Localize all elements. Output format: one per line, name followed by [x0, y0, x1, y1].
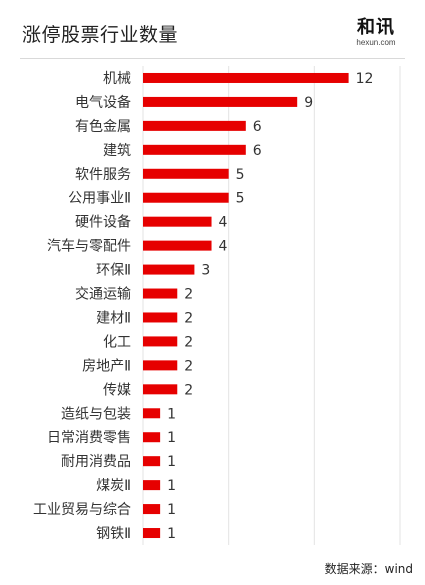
category-label: 钢铁Ⅱ	[96, 526, 131, 542]
category-label: 有色金属	[75, 118, 131, 135]
hexun-logo: 和讯 hexun.com	[352, 18, 400, 54]
value-label: 12	[356, 71, 374, 87]
value-label: 6	[253, 143, 262, 159]
source-note: 数据来源：wind	[324, 562, 413, 576]
header-divider	[20, 58, 405, 59]
value-label: 6	[253, 119, 262, 135]
category-label: 建筑	[103, 143, 131, 159]
value-label: 1	[167, 502, 176, 518]
bar	[143, 360, 178, 371]
bar	[143, 504, 161, 515]
category-label: 煤炭Ⅱ	[96, 478, 131, 494]
value-label: 1	[167, 478, 176, 494]
category-label: 日常消费零售	[47, 430, 131, 446]
bar	[143, 456, 161, 467]
bar	[143, 120, 246, 131]
value-label: 5	[236, 191, 245, 207]
value-label: 2	[184, 310, 193, 326]
category-label: 化工	[103, 334, 131, 350]
bar	[143, 240, 212, 251]
bar	[143, 144, 246, 155]
category-label: 机械	[103, 71, 131, 87]
value-label: 2	[184, 287, 193, 303]
value-label: 3	[201, 263, 210, 279]
value-label: 2	[184, 334, 193, 350]
value-label: 1	[167, 454, 176, 470]
category-label: 硬件设备	[75, 214, 131, 231]
logo-sub-text: hexun.com	[356, 38, 396, 47]
bar	[143, 192, 229, 203]
chart-title: 涨停股票行业数量	[22, 24, 179, 46]
bar	[143, 96, 298, 107]
category-label: 公用事业Ⅱ	[68, 191, 131, 207]
value-label: 4	[219, 215, 228, 231]
bar	[143, 528, 161, 539]
category-label: 造纸与包装	[61, 406, 131, 422]
category-label: 汽车与零配件	[47, 238, 131, 255]
value-label: 1	[167, 526, 176, 542]
category-label: 房地产Ⅱ	[82, 358, 131, 374]
category-label: 环保Ⅱ	[96, 263, 131, 279]
category-label: 耐用消费品	[61, 454, 131, 470]
category-label: 传媒	[103, 382, 131, 398]
value-label: 1	[167, 430, 176, 446]
bar	[143, 312, 178, 323]
logo-main-text: 和讯	[357, 17, 395, 38]
bar	[143, 216, 212, 227]
category-label: 建材Ⅱ	[96, 310, 131, 326]
bar	[143, 72, 349, 83]
bar	[143, 288, 178, 299]
value-label: 1	[167, 406, 176, 422]
value-label: 2	[184, 358, 193, 374]
bar	[143, 264, 195, 275]
bar	[143, 480, 161, 491]
category-label: 交通运输	[75, 286, 131, 303]
bar	[143, 384, 178, 395]
value-label: 9	[304, 95, 313, 111]
value-label: 5	[236, 167, 245, 183]
bar	[143, 336, 178, 347]
bar	[143, 408, 161, 419]
value-label: 4	[219, 239, 228, 255]
bar	[143, 432, 161, 443]
category-label: 软件服务	[75, 167, 131, 183]
category-label: 工业贸易与综合	[33, 502, 131, 518]
category-label: 电气设备	[75, 94, 131, 111]
bar	[143, 168, 229, 179]
value-label: 2	[184, 382, 193, 398]
